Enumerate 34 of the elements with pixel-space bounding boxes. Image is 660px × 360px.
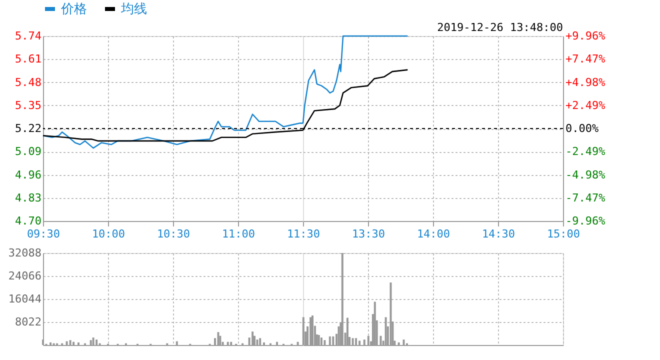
x-tick-label: 14:30 [482,228,516,240]
y-tick-label: 4.70 [15,214,42,228]
y-tick-label: 16044 [8,292,42,306]
y-tick-label: 5.48 [15,76,42,89]
y-tick-label: 24066 [8,270,42,282]
x-tick-label: 14:00 [416,228,450,240]
x-tick-label: 09:30 [26,228,60,240]
x-tick-label: 11:00 [222,228,256,240]
text: +4.98% [566,76,606,89]
y-tick-label: 5.22 [15,122,42,135]
x-tick-label: 11:30 [286,228,320,240]
text: -9.96% [566,214,606,228]
legend-label: 价格 [60,2,87,17]
x-tick-label: 10:00 [92,228,126,240]
x-tick-label: 13:30 [352,228,386,240]
text: +9.96% [566,30,606,42]
y-tick-label: 5.09 [15,145,42,158]
text: 2019-12-26 13:48:00 [437,21,563,34]
y-tick-label: 32088 [8,246,42,260]
text: -2.49% [566,145,606,158]
y-tick-label: 4.96 [15,168,42,182]
text: +7.47% [566,52,606,66]
text: +2.49% [566,98,606,112]
y-tick-label: 5.61 [15,52,42,66]
legend-label: 均线 [120,2,147,17]
x-tick-label: 15:00 [546,228,580,240]
y-tick-label: 8022 [15,316,42,328]
text: -7.47% [566,191,606,204]
text: 0.00% [566,122,599,135]
y-tick-label: 5.74 [15,30,42,42]
text: -4.98% [566,168,606,182]
y-tick-label: 5.35 [15,98,42,112]
x-tick-label: 10:30 [156,228,190,240]
y-tick-label: 4.83 [15,191,42,204]
